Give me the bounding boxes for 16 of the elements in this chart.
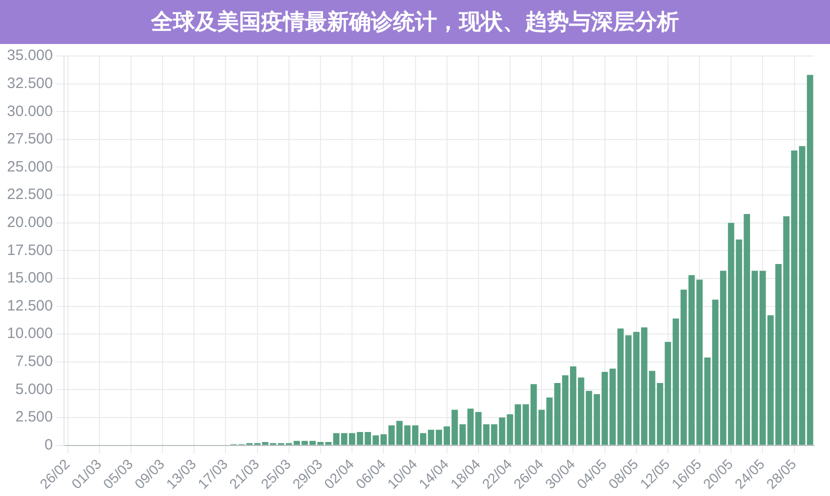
y-tick-label: 15.000 [6,270,53,287]
y-tick-label: 20.000 [6,214,53,232]
y-tick-label: 27.500 [6,130,53,148]
y-tick-label: 12.500 [6,297,53,314]
y-tick-label: 0 [44,436,53,454]
y-tick-label: 2.500 [15,408,53,426]
y-tick-label: 25.000 [6,158,53,176]
y-tick-label: 5.000 [15,380,53,398]
y-tick-label: 7.500 [15,353,53,370]
y-tick-label: 32.500 [6,74,53,92]
y-tick-label: 17.500 [6,242,53,259]
y-tick-label: 22.500 [6,186,53,204]
y-tick-label: 30.000 [6,102,53,120]
y-tick-label: 10.000 [6,325,53,342]
y-tick-label: 35.000 [6,47,53,64]
chart-title: 全球及美国疫情最新确诊统计，现状、趋势与深层分析 [151,8,679,37]
